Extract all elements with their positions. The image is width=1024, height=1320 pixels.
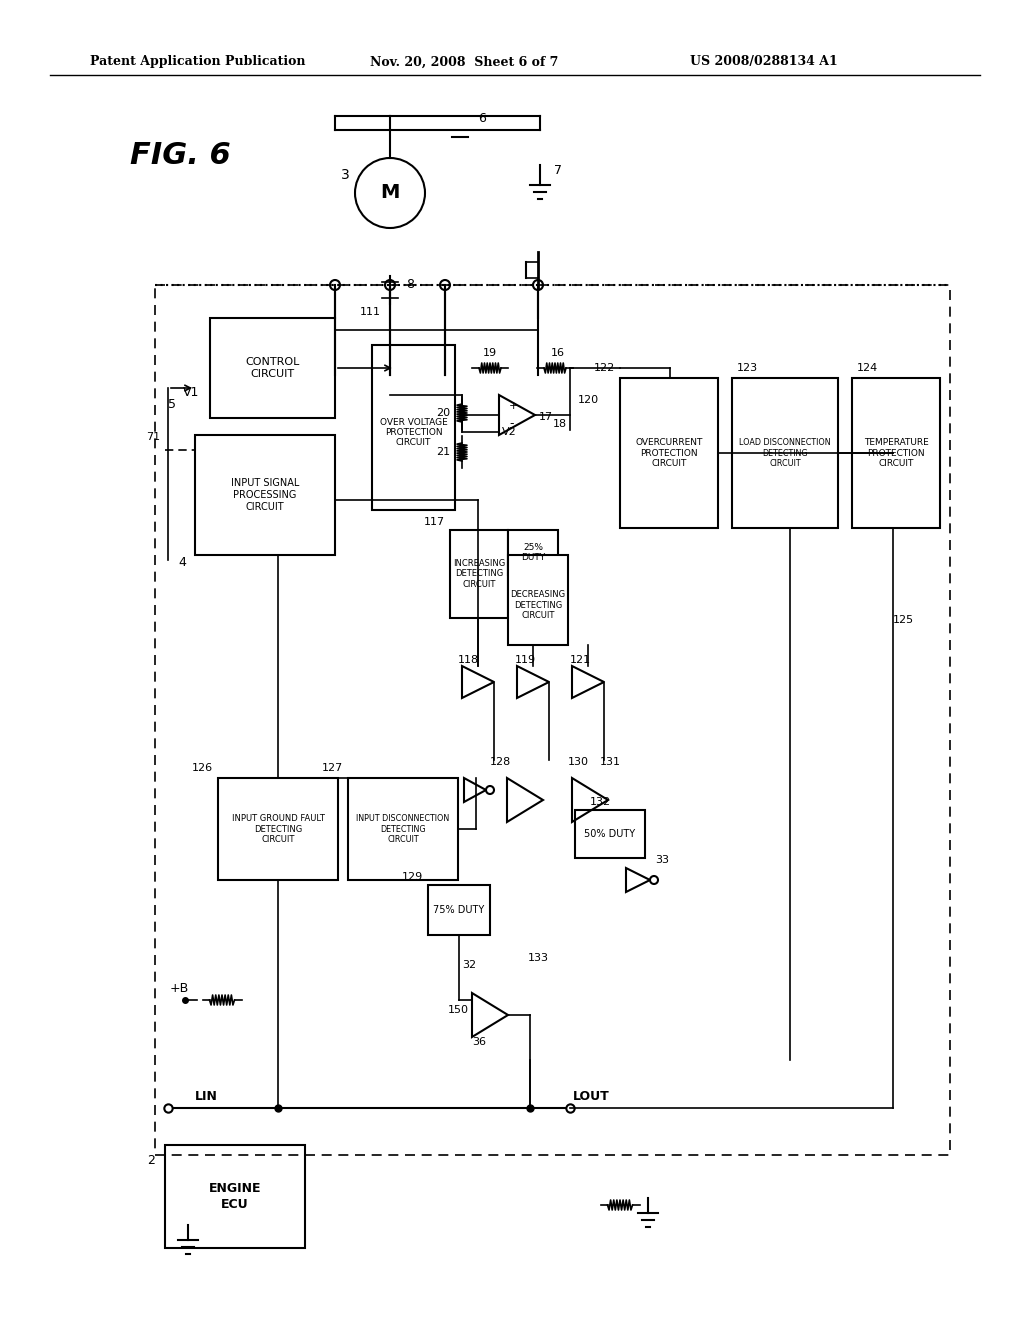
Text: 36: 36 (472, 1038, 486, 1047)
Text: INPUT SIGNAL
PROCESSING
CIRCUIT: INPUT SIGNAL PROCESSING CIRCUIT (230, 478, 299, 512)
Text: 16: 16 (551, 348, 565, 358)
Text: 18: 18 (553, 418, 567, 429)
Text: 122: 122 (594, 363, 615, 374)
Text: INCREASING
DETECTING
CIRCUIT: INCREASING DETECTING CIRCUIT (453, 560, 505, 589)
Text: OVER VOLTAGE
PROTECTION
CIRCUIT: OVER VOLTAGE PROTECTION CIRCUIT (380, 417, 447, 447)
Text: +B: +B (170, 982, 189, 994)
Text: OVERCURRENT
PROTECTION
CIRCUIT: OVERCURRENT PROTECTION CIRCUIT (635, 438, 702, 467)
Text: 33: 33 (655, 855, 669, 865)
FancyBboxPatch shape (508, 554, 568, 645)
Text: 123: 123 (737, 363, 758, 374)
Text: Patent Application Publication: Patent Application Publication (90, 55, 305, 69)
Text: 71: 71 (145, 432, 160, 442)
Text: 127: 127 (322, 763, 343, 774)
Text: 118: 118 (458, 655, 479, 665)
Text: 2: 2 (147, 1154, 155, 1167)
FancyBboxPatch shape (428, 884, 490, 935)
Text: US 2008/0288134 A1: US 2008/0288134 A1 (690, 55, 838, 69)
FancyBboxPatch shape (508, 531, 558, 576)
Text: 111: 111 (360, 308, 381, 317)
Text: ENGINE
ECU: ENGINE ECU (209, 1183, 261, 1210)
Text: LIN: LIN (195, 1089, 218, 1102)
Text: 6: 6 (478, 111, 485, 124)
Text: +: + (509, 401, 518, 411)
FancyBboxPatch shape (210, 318, 335, 418)
Text: 133: 133 (528, 953, 549, 964)
Text: 128: 128 (490, 756, 511, 767)
FancyBboxPatch shape (218, 777, 338, 880)
Text: 130: 130 (568, 756, 589, 767)
Text: INPUT GROUND FAULT
DETECTING
CIRCUIT: INPUT GROUND FAULT DETECTING CIRCUIT (231, 814, 325, 843)
Text: V1: V1 (183, 385, 200, 399)
Text: -: - (509, 417, 513, 430)
Text: 125: 125 (893, 615, 914, 624)
Text: 126: 126 (191, 763, 213, 774)
Text: 3: 3 (341, 168, 349, 182)
Text: 132: 132 (590, 797, 611, 807)
FancyBboxPatch shape (165, 1144, 305, 1247)
Text: LOUT: LOUT (573, 1089, 609, 1102)
Text: 117: 117 (424, 517, 445, 527)
Text: TEMPERATURE
PROTECTION
CIRCUIT: TEMPERATURE PROTECTION CIRCUIT (863, 438, 929, 467)
FancyBboxPatch shape (852, 378, 940, 528)
Text: 7: 7 (554, 164, 562, 177)
Text: DECREASING
DETECTING
CIRCUIT: DECREASING DETECTING CIRCUIT (510, 590, 565, 620)
Text: Nov. 20, 2008  Sheet 6 of 7: Nov. 20, 2008 Sheet 6 of 7 (370, 55, 558, 69)
Text: FIG. 6: FIG. 6 (130, 140, 230, 169)
Text: 8: 8 (406, 279, 414, 292)
Text: 75% DUTY: 75% DUTY (433, 906, 484, 915)
Text: 4: 4 (178, 557, 186, 569)
Text: 17: 17 (539, 412, 553, 422)
Text: 120: 120 (578, 395, 599, 405)
Text: 19: 19 (483, 348, 497, 358)
Text: CONTROL
CIRCUIT: CONTROL CIRCUIT (246, 358, 300, 379)
Text: 5: 5 (168, 399, 176, 412)
Text: 50% DUTY: 50% DUTY (585, 829, 636, 840)
Text: 21: 21 (436, 447, 450, 457)
FancyBboxPatch shape (372, 345, 455, 510)
Text: 131: 131 (600, 756, 621, 767)
Text: V2: V2 (502, 426, 517, 437)
Text: 20: 20 (436, 408, 450, 418)
FancyBboxPatch shape (732, 378, 838, 528)
Text: 150: 150 (449, 1005, 469, 1015)
Text: 119: 119 (515, 655, 537, 665)
FancyBboxPatch shape (450, 531, 508, 618)
FancyBboxPatch shape (348, 777, 458, 880)
Text: 121: 121 (570, 655, 591, 665)
FancyBboxPatch shape (195, 436, 335, 554)
Text: 124: 124 (857, 363, 879, 374)
Text: M: M (380, 183, 399, 202)
Text: 25%
DUTY: 25% DUTY (521, 543, 545, 562)
FancyBboxPatch shape (620, 378, 718, 528)
Text: 129: 129 (401, 873, 423, 882)
Text: INPUT DISCONNECTION
DETECTING
CIRCUIT: INPUT DISCONNECTION DETECTING CIRCUIT (356, 814, 450, 843)
Text: 32: 32 (462, 960, 476, 970)
FancyBboxPatch shape (575, 810, 645, 858)
Text: LOAD DISCONNECTION
DETECTING
CIRCUIT: LOAD DISCONNECTION DETECTING CIRCUIT (739, 438, 830, 467)
